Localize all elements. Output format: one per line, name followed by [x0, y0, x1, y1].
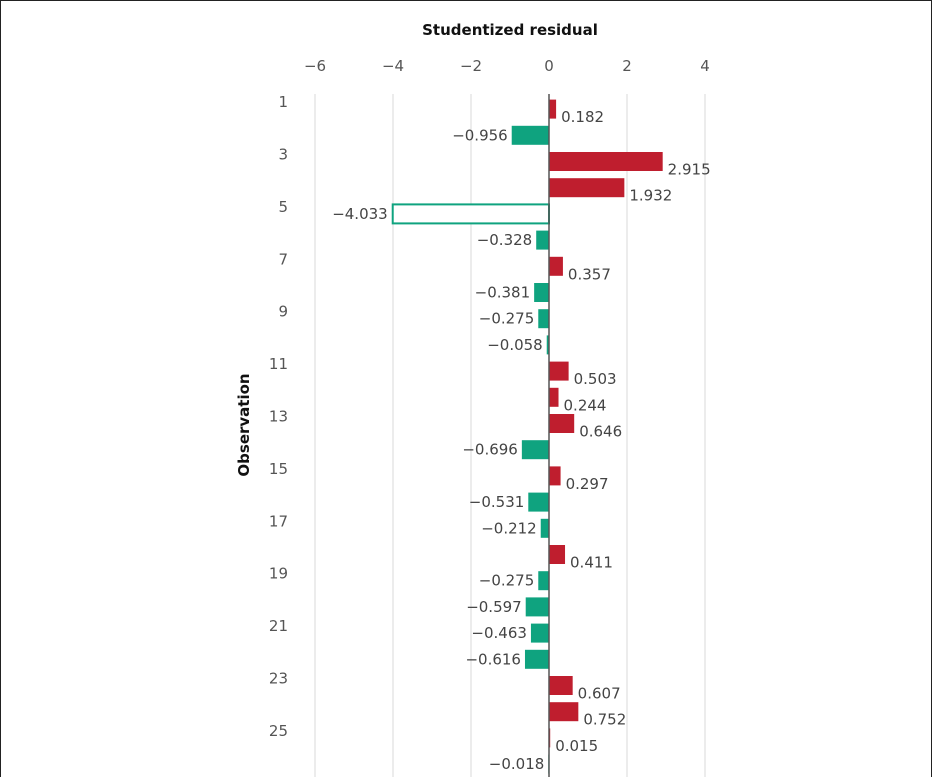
bar	[536, 230, 549, 250]
value-label: 0.182	[561, 108, 604, 126]
value-label: −0.058	[487, 336, 543, 354]
bar	[549, 152, 663, 171]
bar	[549, 676, 573, 695]
observation-label: 25	[269, 722, 288, 740]
y-axis-title: Observation	[235, 373, 253, 476]
value-label: 0.607	[578, 685, 621, 703]
value-label: −0.381	[475, 284, 531, 302]
x-tick-label: 0	[544, 57, 554, 75]
bar	[549, 178, 625, 198]
value-label: −0.212	[481, 519, 537, 537]
x-tick-label: −2	[460, 57, 482, 75]
observation-label: 21	[269, 617, 288, 635]
x-tick-label: −4	[382, 57, 404, 75]
observation-label: 11	[269, 355, 288, 373]
value-label: −0.696	[462, 441, 518, 459]
bar	[549, 414, 575, 433]
value-label: 0.646	[579, 423, 622, 441]
bar	[538, 571, 549, 591]
bar	[391, 203, 551, 225]
x-tick-label: −6	[304, 57, 326, 75]
bar	[540, 518, 549, 538]
value-label: −0.597	[466, 598, 522, 616]
bar	[511, 125, 549, 145]
observation-label: 23	[269, 670, 288, 688]
value-label: −0.018	[489, 755, 545, 773]
value-label: 0.015	[555, 737, 598, 755]
bar	[549, 256, 563, 276]
value-label: −0.463	[471, 624, 527, 642]
value-label: 0.297	[566, 475, 609, 493]
value-label: 0.357	[568, 265, 611, 283]
observation-label: 5	[278, 198, 288, 216]
bars	[391, 99, 663, 774]
value-label: 0.244	[564, 396, 607, 414]
x-tick-labels: −6 −4 −2 0 2 4	[304, 57, 710, 75]
bar	[521, 440, 549, 460]
bar	[549, 99, 557, 119]
bar	[549, 466, 561, 486]
observation-label: 19	[269, 565, 288, 583]
x-tick-label: 2	[622, 57, 632, 75]
observation-label: 3	[278, 146, 288, 164]
value-label: 2.915	[668, 161, 711, 179]
observation-label: 17	[269, 512, 288, 530]
bar	[549, 702, 579, 722]
bar	[528, 492, 549, 512]
value-label: 0.411	[570, 554, 613, 572]
observation-label: 15	[269, 460, 288, 478]
bar	[549, 387, 559, 407]
value-label: −0.275	[479, 310, 535, 328]
value-label: 0.503	[574, 370, 617, 388]
value-label: −4.033	[332, 205, 388, 223]
value-label: 0.752	[583, 711, 626, 729]
observation-label: 1	[278, 93, 288, 111]
value-labels: 0.182 −0.956 2.915 1.932 −4.033 −0.328 0.357 −0…	[332, 108, 710, 773]
bar	[530, 623, 549, 643]
observation-label: 7	[278, 250, 288, 268]
x-axis-title: Studentized residual	[422, 21, 598, 39]
observation-label: 9	[278, 303, 288, 321]
observation-label: 13	[269, 408, 288, 426]
value-label: −0.616	[465, 650, 521, 668]
bar	[534, 283, 549, 302]
bar	[549, 545, 566, 564]
bar	[525, 597, 549, 617]
value-label: −0.328	[477, 231, 533, 249]
bar	[524, 649, 549, 669]
bar	[549, 361, 569, 381]
value-label: −0.531	[469, 493, 525, 511]
value-label: −0.956	[452, 126, 508, 144]
value-label: −0.275	[479, 572, 535, 590]
bar	[538, 309, 549, 329]
bar	[546, 335, 549, 355]
value-label: 1.932	[629, 187, 672, 205]
x-tick-label: 4	[700, 57, 710, 75]
